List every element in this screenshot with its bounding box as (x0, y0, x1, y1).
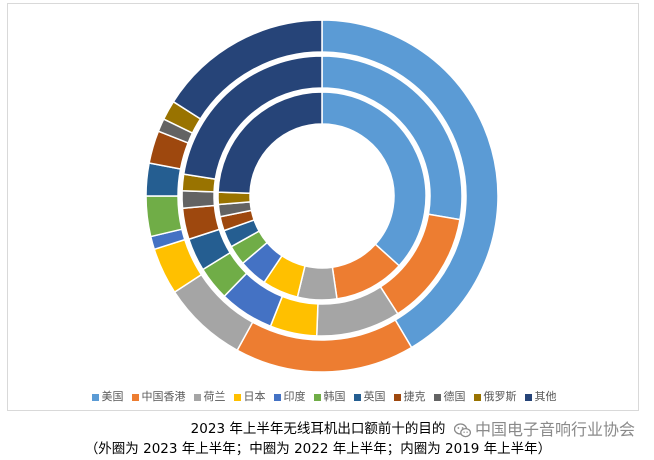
legend-marker (131, 393, 139, 401)
legend-label: 中国香港 (141, 390, 186, 403)
legend-marker (91, 393, 99, 401)
chart-legend: 美国 中国香港 荷兰 日本 印度 韩国 英国 捷克 德国 俄罗斯 其他 (8, 389, 640, 405)
caption-outer-series: 2023 年上半年 (143, 441, 236, 457)
wechat-icon (454, 422, 471, 438)
legend-marker (433, 393, 441, 401)
legend-label: 俄罗斯 (483, 390, 517, 403)
watermark-text: 中国电子音响行业协会 (475, 420, 636, 439)
legend-marker (524, 393, 532, 401)
legend-marker (353, 393, 361, 401)
caption-inner-series: 2019 年上半年 (445, 441, 538, 457)
legend-label: 捷克 (403, 390, 426, 403)
legend-label: 韩国 (323, 390, 346, 403)
chart-frame (7, 3, 639, 411)
chart-caption: （外圈为 2023 年上半年；中圈为 2022 年上半年；内圈为 2019 年上… (0, 441, 636, 457)
caption-suffix: ） (537, 441, 552, 457)
legend-item: 捷克 (393, 389, 426, 405)
donut-chart (145, 19, 499, 373)
legend-label: 德国 (443, 390, 466, 403)
outer-ring-slice-11 (172, 19, 323, 120)
legend-label: 日本 (243, 390, 266, 403)
legend-label: 其他 (534, 390, 557, 403)
legend-marker (393, 393, 401, 401)
watermark: 中国电子音响行业协会 (454, 421, 635, 439)
legend-item: 荷兰 (193, 389, 226, 405)
legend-item: 美国 (91, 389, 124, 405)
legend-marker (273, 393, 281, 401)
legend-label: 荷兰 (203, 390, 226, 403)
middle-ring-slice-11 (182, 55, 323, 180)
legend-label: 英国 (363, 390, 386, 403)
legend-item: 日本 (233, 389, 266, 405)
legend-marker (473, 393, 481, 401)
legend-label: 印度 (283, 390, 306, 403)
legend-item: 印度 (273, 389, 306, 405)
legend-item: 其他 (524, 389, 557, 405)
legend-marker (193, 393, 201, 401)
legend-item: 中国香港 (131, 389, 186, 405)
caption-middle-series: 2022 年上半年 (294, 441, 387, 457)
legend-marker (313, 393, 321, 401)
middle-ring-slice-9 (181, 189, 216, 210)
legend-item: 英国 (353, 389, 386, 405)
legend-item: 德国 (433, 389, 466, 405)
caption-inner-prefix: ；内圈为 (386, 441, 446, 457)
inner-ring-slice-10 (217, 191, 251, 206)
legend-marker (233, 393, 241, 401)
caption-middle-prefix: ；中圈为 (235, 441, 295, 457)
chart-title: 2023 年上半年无线耳机出口额前十的目的 (190, 421, 446, 437)
legend-item: 韩国 (313, 389, 346, 405)
outer-ring-slice-6 (145, 195, 183, 238)
inner-ring-slice-1 (321, 91, 427, 267)
legend-label: 美国 (101, 390, 124, 403)
caption-outer-prefix: （外圈为 (84, 441, 144, 457)
legend-item: 俄罗斯 (473, 389, 517, 405)
inner-ring-slice-11 (217, 91, 323, 195)
